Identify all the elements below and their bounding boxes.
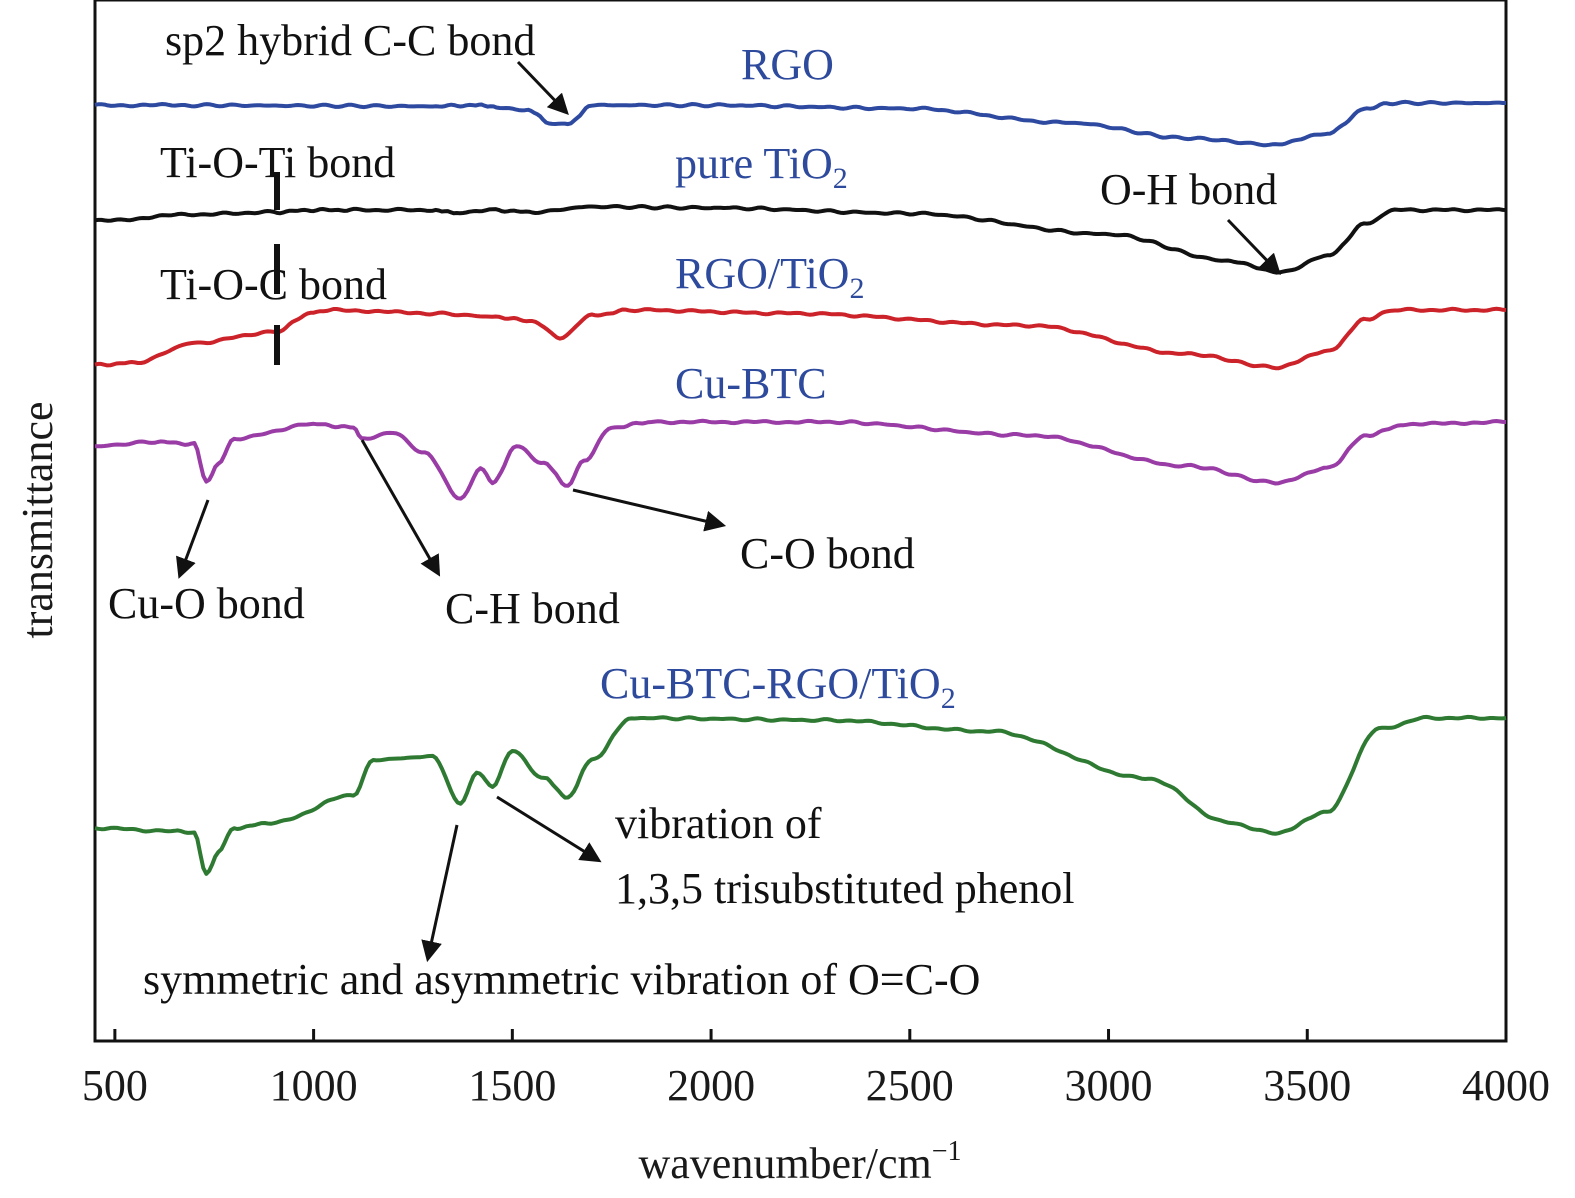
series-line-4 (94, 714, 1507, 876)
x-tick-label: 1500 (468, 1061, 556, 1110)
x-tick-label: 2500 (866, 1061, 954, 1110)
annotation-sp2-cc: sp2 hybrid C-C bond (165, 16, 535, 65)
annotation-vibration-of: vibration of (615, 799, 822, 848)
annotation-cu-o: Cu-O bond (108, 579, 305, 628)
series-label-pure-tio2: pure TiO2 (675, 139, 848, 195)
plot-frame (93, 0, 1508, 1043)
series-label-cu-btc: Cu-BTC (675, 359, 827, 408)
arrow-phenol (496, 795, 602, 863)
series-line-0 (94, 99, 1506, 148)
series-line-3 (95, 418, 1507, 501)
series-line-2 (94, 306, 1507, 371)
x-tick-label: 3500 (1263, 1061, 1351, 1110)
x-tick-label: 500 (82, 1061, 148, 1110)
arrow-oco (421, 824, 459, 963)
annotation-ti-o-c: Ti-O-C bond (160, 260, 387, 309)
annotation-co: C-O bond (740, 529, 915, 578)
arrow-sp2-cc (516, 60, 569, 116)
series-lines (94, 99, 1507, 876)
arrow-co (572, 488, 727, 532)
y-axis-title: transmittance (13, 401, 62, 638)
annotation-oh: O-H bond (1100, 165, 1277, 214)
annotation-ch: C-H bond (445, 584, 620, 633)
series-label-rgo: RGO (741, 40, 834, 89)
arrow-ch (360, 439, 441, 577)
x-tick-label: 3000 (1065, 1061, 1153, 1110)
x-tick-label: 4000 (1462, 1061, 1550, 1110)
x-tick-label: 1000 (270, 1061, 358, 1110)
series-label-cu-btc-rgo-tio2: Cu-BTC-RGO/TiO2 (600, 659, 956, 715)
annotation-oco-vibration: symmetric and asymmetric vibration of O=… (143, 955, 980, 1004)
series-label-rgo-tio2: RGO/TiO2 (675, 249, 864, 305)
annotation-trisubstituted-phenol: 1,3,5 trisubstituted phenol (615, 864, 1075, 913)
arrow-oh (1226, 218, 1281, 276)
x-axis-title: wavenumber/cm−1 (638, 1136, 961, 1188)
arrow-cu-o (176, 499, 210, 579)
x-tick-label: 2000 (667, 1061, 755, 1110)
x-axis-ticks: 500 1000 1500 2000 2500 3000 3500 4000 (82, 1029, 1550, 1110)
